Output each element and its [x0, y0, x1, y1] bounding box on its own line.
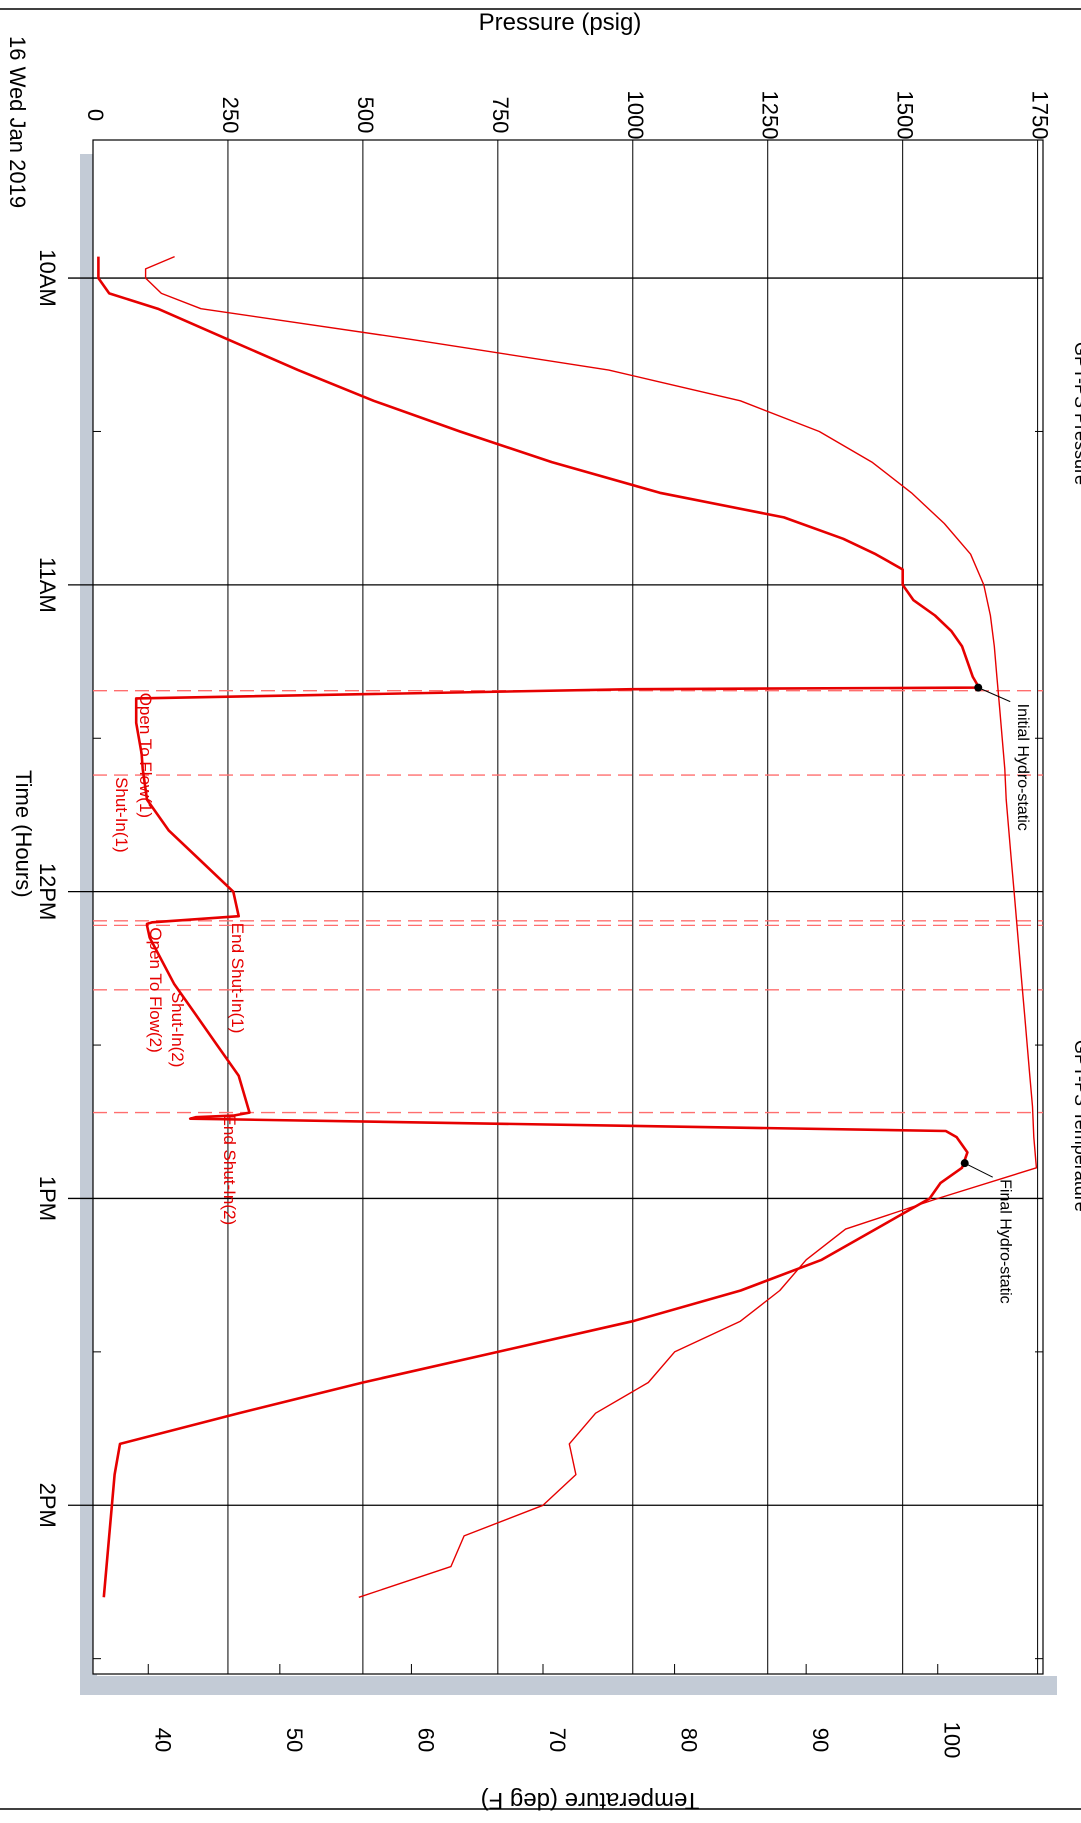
pressure-tick-label: 750 — [488, 97, 513, 134]
temperature-series-line — [144, 255, 1038, 1598]
annotation-leader — [978, 687, 1011, 703]
event-label: End Shut-In(2) — [220, 1115, 239, 1226]
event-label: Shut-In(1) — [112, 777, 131, 853]
pressure-tick-label: 1750 — [1028, 91, 1053, 140]
time-tick-label: 2PM — [35, 1483, 60, 1528]
pressure-tick-label: 0 — [83, 109, 108, 121]
time-tick-label: 12PM — [35, 863, 60, 920]
legend-entry: GPT-PS Temperature — [1071, 1040, 1081, 1212]
plot-area — [92, 139, 1044, 1675]
annotation-marker — [974, 683, 983, 692]
time-tick-label: 11AM — [35, 557, 60, 613]
pressure-tick-label: 250 — [218, 97, 243, 134]
event-label: Shut-In(2) — [168, 992, 187, 1068]
temperature-tick-label: 40 — [150, 1728, 175, 1752]
temperature-axis-title: Temperature (deg F) — [481, 1787, 700, 1814]
event-label: Open To Flow(1) — [136, 693, 155, 818]
date-label: 16 Wed Jan 2019 — [5, 36, 30, 208]
annotation-leader — [964, 1162, 993, 1178]
temperature-tick-label: 70 — [545, 1728, 570, 1752]
temperature-tick-label: 50 — [282, 1728, 307, 1752]
annotation-marker — [960, 1159, 969, 1168]
pressure-tick-label: 1250 — [758, 91, 783, 140]
temperature-tick-label: 90 — [808, 1728, 833, 1752]
temperature-tick-label: 80 — [677, 1728, 702, 1752]
annotation-label: Initial Hydro-static — [1014, 704, 1031, 831]
pressure-series-line — [97, 256, 980, 1598]
legend-entry: GPT-PS Pressure — [1071, 342, 1081, 485]
temperature-tick-label: 100 — [940, 1722, 965, 1759]
plot-shadow-bottom — [80, 1676, 1057, 1695]
event-label: Open To Flow(2) — [146, 927, 165, 1052]
pressure-tick-label: 1000 — [623, 91, 648, 140]
pressure-axis-title: Pressure (psig) — [479, 9, 642, 36]
pressure-tick-label: 500 — [353, 97, 378, 134]
time-tick-label: 10AM — [35, 249, 60, 306]
annotation-label: Final Hydro-static — [997, 1179, 1014, 1303]
temperature-tick-label: 60 — [413, 1728, 438, 1752]
event-label: End Shut-In(1) — [228, 923, 247, 1034]
time-axis-title: Time (Hours) — [11, 770, 36, 898]
time-tick-label: 1PM — [35, 1176, 60, 1221]
pressure-tick-label: 1500 — [893, 91, 918, 140]
